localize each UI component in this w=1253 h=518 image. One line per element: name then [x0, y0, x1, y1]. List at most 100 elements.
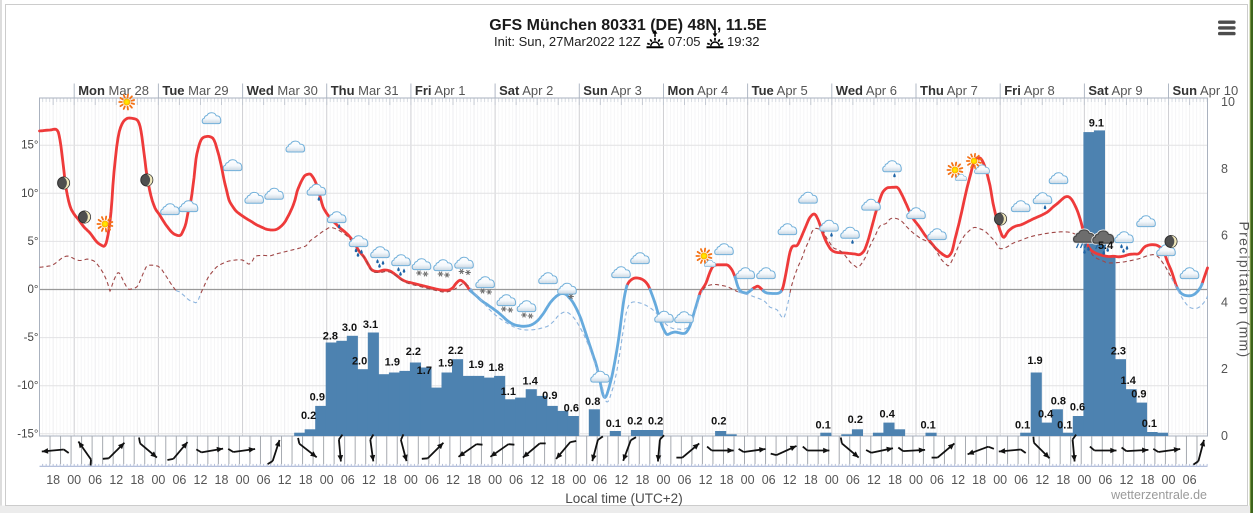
svg-text:Precipitation (mm): Precipitation (mm): [1237, 222, 1253, 359]
svg-text:18: 18: [215, 473, 229, 487]
svg-text:12: 12: [530, 473, 544, 487]
svg-text:Sat Apr 9: Sat Apr 9: [1088, 83, 1142, 98]
svg-text:0.1: 0.1: [1015, 420, 1030, 432]
svg-text:0.2: 0.2: [711, 416, 726, 428]
svg-text:Wed Mar 30: Wed Mar 30: [247, 83, 318, 98]
svg-text:06: 06: [257, 473, 271, 487]
svg-text:3.0: 3.0: [342, 322, 357, 334]
svg-text:00: 00: [236, 473, 250, 487]
svg-text:00: 00: [825, 473, 839, 487]
svg-text:1.9: 1.9: [468, 359, 483, 371]
svg-text:0.1: 0.1: [920, 420, 935, 432]
svg-text:12: 12: [446, 473, 460, 487]
svg-text:18: 18: [888, 473, 902, 487]
svg-text:2.3: 2.3: [1111, 346, 1126, 358]
svg-text:0.1: 0.1: [606, 418, 621, 430]
svg-text:10: 10: [1221, 95, 1235, 109]
svg-text:Mon Apr 4: Mon Apr 4: [668, 83, 729, 98]
svg-text:1.1: 1.1: [501, 386, 516, 398]
svg-text:06: 06: [1098, 473, 1112, 487]
svg-text:Sun Apr 3: Sun Apr 3: [583, 83, 642, 98]
svg-text:Tue Apr 5: Tue Apr 5: [752, 83, 808, 98]
svg-text:-5°: -5°: [24, 332, 39, 344]
svg-text:1.4: 1.4: [1121, 375, 1137, 387]
svg-text:12: 12: [109, 473, 123, 487]
svg-text:18: 18: [551, 473, 565, 487]
svg-text:00: 00: [741, 473, 755, 487]
svg-text:06: 06: [593, 473, 607, 487]
svg-text:Sat Apr 2: Sat Apr 2: [499, 83, 553, 98]
svg-text:1.9: 1.9: [438, 358, 453, 370]
svg-text:0.1: 0.1: [1057, 420, 1072, 432]
svg-text:1.4: 1.4: [523, 376, 539, 388]
svg-text:0.8: 0.8: [585, 396, 600, 408]
svg-text:06: 06: [1014, 473, 1028, 487]
svg-text:1.9: 1.9: [385, 357, 400, 369]
svg-text:12: 12: [194, 473, 208, 487]
svg-text:06: 06: [930, 473, 944, 487]
svg-text:0.6: 0.6: [1070, 402, 1085, 414]
svg-text:00: 00: [909, 473, 923, 487]
svg-text:06: 06: [1183, 473, 1197, 487]
svg-text:00: 00: [404, 473, 418, 487]
svg-text:2: 2: [1221, 362, 1228, 376]
svg-text:18: 18: [972, 473, 986, 487]
svg-text:0.2: 0.2: [627, 416, 642, 428]
svg-text:0.8: 0.8: [1051, 396, 1066, 408]
svg-text:0.2: 0.2: [648, 416, 663, 428]
svg-text:0.1: 0.1: [816, 420, 831, 432]
svg-text:10°: 10°: [21, 188, 38, 200]
svg-text:18: 18: [467, 473, 481, 487]
svg-text:0.6: 0.6: [564, 403, 579, 415]
svg-text:12: 12: [614, 473, 628, 487]
svg-text:1.9: 1.9: [1027, 355, 1042, 367]
svg-text:0.4: 0.4: [1038, 409, 1054, 421]
svg-text:19:32: 19:32: [727, 34, 760, 49]
svg-text:00: 00: [657, 473, 671, 487]
svg-text:12: 12: [867, 473, 881, 487]
svg-text:06: 06: [341, 473, 355, 487]
svg-text:1.7: 1.7: [417, 365, 432, 377]
svg-text:00: 00: [993, 473, 1007, 487]
svg-text:2.2: 2.2: [448, 345, 463, 357]
svg-text:06: 06: [509, 473, 523, 487]
svg-text:0.2: 0.2: [301, 410, 316, 422]
svg-text:12: 12: [1120, 473, 1134, 487]
svg-text:18: 18: [1141, 473, 1155, 487]
svg-text:12: 12: [951, 473, 965, 487]
svg-text:06: 06: [172, 473, 186, 487]
svg-text:2.0: 2.0: [352, 356, 367, 368]
svg-text:00: 00: [488, 473, 502, 487]
svg-text:06: 06: [762, 473, 776, 487]
svg-text:Local time (UTC+2): Local time (UTC+2): [565, 491, 682, 506]
svg-text:0°: 0°: [28, 284, 39, 296]
svg-text:06: 06: [846, 473, 860, 487]
svg-text:2.8: 2.8: [323, 331, 338, 343]
svg-text:Fri Apr 1: Fri Apr 1: [415, 83, 466, 98]
svg-text:0.1: 0.1: [1142, 418, 1157, 430]
svg-text:18: 18: [804, 473, 818, 487]
svg-text:12: 12: [278, 473, 292, 487]
svg-text:Wed Apr 6: Wed Apr 6: [836, 83, 897, 98]
svg-text:00: 00: [572, 473, 586, 487]
svg-text:-10°: -10°: [17, 380, 38, 392]
svg-text:2.2: 2.2: [406, 346, 421, 358]
svg-text:18: 18: [1056, 473, 1070, 487]
svg-text:0.2: 0.2: [848, 414, 863, 426]
svg-text:0.4: 0.4: [880, 409, 896, 421]
svg-text:07:05: 07:05: [668, 34, 701, 49]
svg-text:18: 18: [299, 473, 313, 487]
svg-text:06: 06: [88, 473, 102, 487]
svg-text:12: 12: [362, 473, 376, 487]
svg-text:00: 00: [320, 473, 334, 487]
svg-text:0.9: 0.9: [1131, 389, 1146, 401]
svg-text:6: 6: [1221, 229, 1228, 243]
svg-text:1.8: 1.8: [488, 362, 503, 374]
svg-text:18: 18: [383, 473, 397, 487]
svg-text:18: 18: [46, 473, 60, 487]
svg-text:Fri Apr 8: Fri Apr 8: [1004, 83, 1055, 98]
svg-text:06: 06: [678, 473, 692, 487]
svg-text:0.9: 0.9: [310, 392, 325, 404]
svg-text:8: 8: [1221, 162, 1228, 176]
svg-text:Thu Mar 31: Thu Mar 31: [331, 83, 399, 98]
